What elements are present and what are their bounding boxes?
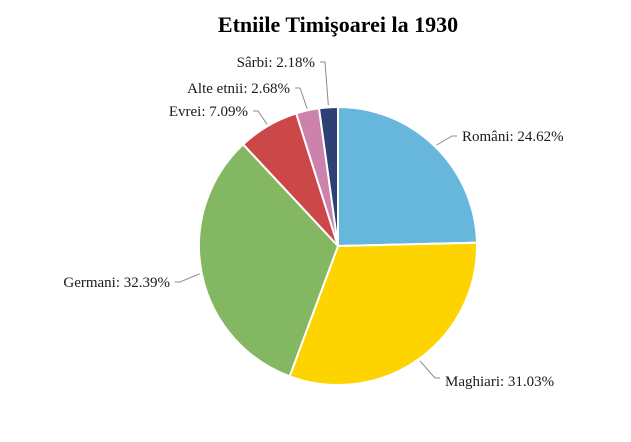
leader-line-evrei [253,110,268,125]
leader-line-maghiari [419,360,440,379]
leader-line-germani [175,273,200,283]
labels-group: Români: 24.62% Maghiari: 31.03% Germani: 3… [63,55,563,390]
chart-title: Etniile Timişoarei la 1930 [218,12,458,37]
leader-line-romani [436,135,457,146]
slice-label-germani: Germani: 32.39% [63,275,170,291]
pie-slice-romani [337,105,478,248]
slice-label-maghiari: Maghiari: 31.03% [445,374,554,390]
pie-slice-maghiari [288,241,478,386]
slice-label-alte-etnii: Alte etnii: 2.68% [187,81,290,97]
pie-slice-germani [198,142,340,378]
leader-line-sarbi [320,61,329,106]
slice-label-sarbi: Sârbi: 2.18% [237,55,315,71]
leader-line-alte-etnii [295,87,308,109]
pie-slice-sarbi [317,105,339,247]
slice-label-evrei: Evrei: 7.09% [169,104,248,120]
slice-label-romani: Români: 24.62% [462,129,564,145]
slices-group [198,105,478,386]
